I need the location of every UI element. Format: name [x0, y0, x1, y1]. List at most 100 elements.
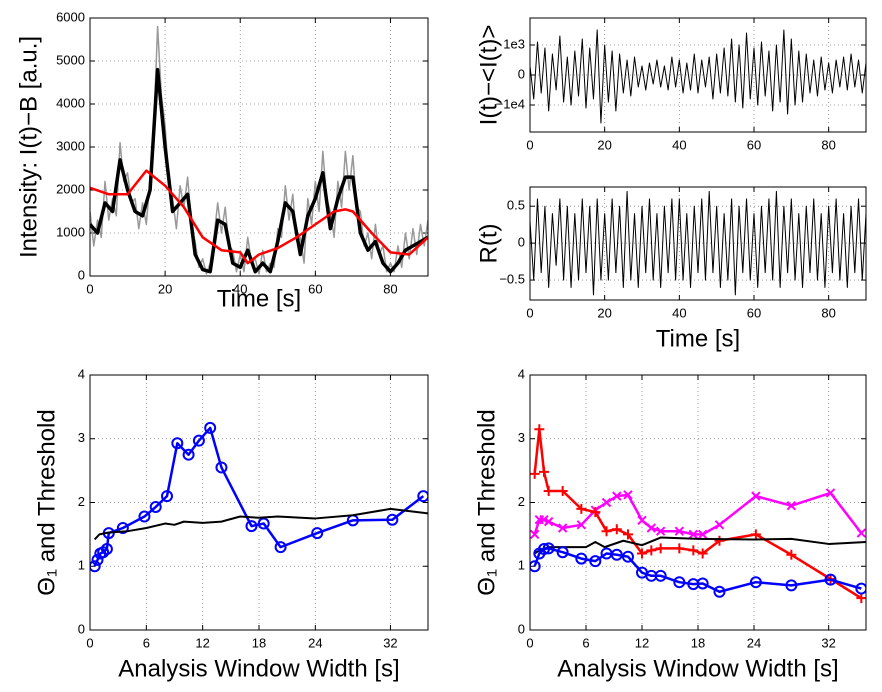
y-tick-label: 5000: [56, 52, 85, 67]
x-axis-label: Time [s]: [656, 325, 740, 352]
marker: [697, 529, 708, 540]
y-tick-label: −1e4: [496, 96, 525, 111]
y-tick-label: 3: [78, 430, 85, 445]
marker: [274, 541, 287, 554]
series-line: [530, 29, 866, 124]
plot-area: [90, 25, 428, 275]
plot-area: [530, 29, 866, 124]
x-tick-label: 0: [86, 635, 93, 650]
x-tick-label: 0: [86, 281, 93, 296]
marker: [696, 577, 709, 590]
x-tick-label: 6: [582, 635, 589, 650]
x-tick-label: 6: [143, 635, 150, 650]
marker: [601, 526, 612, 537]
x-tick-label: 60: [747, 305, 761, 320]
x-tick-label: 20: [597, 305, 611, 320]
marker: [856, 593, 866, 604]
marker: [590, 507, 601, 518]
marker: [160, 490, 173, 503]
marker: [245, 520, 258, 533]
y-tick-label: 1: [518, 558, 525, 573]
series-line: [530, 190, 866, 296]
marker: [116, 522, 129, 534]
series-line: [534, 536, 866, 555]
marker: [646, 545, 657, 556]
x-tick-label: 40: [233, 281, 247, 296]
marker: [538, 543, 550, 556]
marker: [825, 488, 836, 498]
marker: [824, 573, 837, 586]
marker: [171, 437, 184, 450]
marker: [646, 523, 657, 533]
marker: [713, 585, 726, 598]
axes-box: [89, 374, 429, 631]
y-tick-label: 0: [518, 621, 525, 636]
marker: [654, 569, 667, 582]
x-tick-label: 80: [383, 281, 397, 296]
marker: [149, 500, 162, 513]
marker: [417, 490, 428, 503]
x-tick-label: 0: [526, 635, 533, 650]
marker: [542, 542, 555, 555]
y-tick-label: 2: [518, 494, 525, 509]
marker: [688, 545, 699, 556]
series-line: [90, 25, 428, 275]
y-tick-label: 1: [78, 558, 85, 573]
marker: [539, 466, 549, 477]
y-tick-label: 0: [78, 621, 85, 636]
marker: [697, 548, 708, 559]
marker: [557, 486, 568, 497]
x-axis-label: Time [s]: [217, 285, 301, 312]
x-tick-label: 18: [691, 635, 705, 650]
y-tick-label: 2000: [56, 181, 85, 196]
marker: [530, 560, 541, 573]
marker: [557, 523, 568, 533]
marker: [610, 548, 623, 561]
y-tick-label: 1e3: [503, 36, 525, 51]
y-axis-label: R(t): [475, 224, 502, 264]
y-tick-label: 0: [78, 267, 85, 282]
x-tick-label: 0: [526, 305, 533, 320]
marker: [750, 529, 761, 540]
x-tick-label: 0: [526, 137, 533, 152]
marker: [655, 526, 666, 536]
plot-area: [90, 421, 428, 573]
y-axis-label: I(t)−<I(t)>: [475, 25, 502, 126]
y-tick-label: −0.5: [499, 271, 525, 286]
y-axis-label: Θ₁ and Threshold: [473, 409, 500, 595]
axes: 0 20 40 60 80 0 1000 2000 3000 4000 5000 6000: [56, 9, 428, 296]
marker: [589, 555, 602, 568]
marker: [182, 448, 195, 461]
marker: [674, 543, 685, 554]
marker: [688, 529, 699, 540]
plot-area: [530, 190, 866, 296]
marker: [714, 535, 725, 546]
y-tick-label: 2: [78, 494, 85, 509]
marker: [611, 524, 622, 535]
y-tick-label: 6000: [56, 9, 85, 24]
marker: [534, 424, 545, 435]
marker: [575, 552, 588, 565]
y-tick-label: 0: [518, 66, 525, 81]
marker: [386, 513, 399, 526]
marker: [576, 503, 587, 514]
y-tick-label: 0: [518, 235, 525, 250]
marker: [192, 434, 205, 447]
marker: [576, 520, 587, 530]
series-line: [90, 169, 428, 265]
series-line: [90, 67, 428, 274]
marker: [751, 491, 761, 501]
marker: [655, 543, 666, 554]
x-tick-label: 60: [308, 281, 322, 296]
marker: [623, 490, 633, 500]
marker: [856, 528, 866, 538]
y-axis-label: Θ₁ and Threshold: [33, 409, 60, 595]
x-tick-label: 40: [672, 137, 686, 152]
marker: [785, 579, 798, 592]
marker: [623, 529, 633, 540]
marker: [749, 576, 762, 589]
x-tick-label: 32: [821, 635, 835, 650]
marker: [855, 582, 866, 595]
marker: [204, 421, 217, 434]
